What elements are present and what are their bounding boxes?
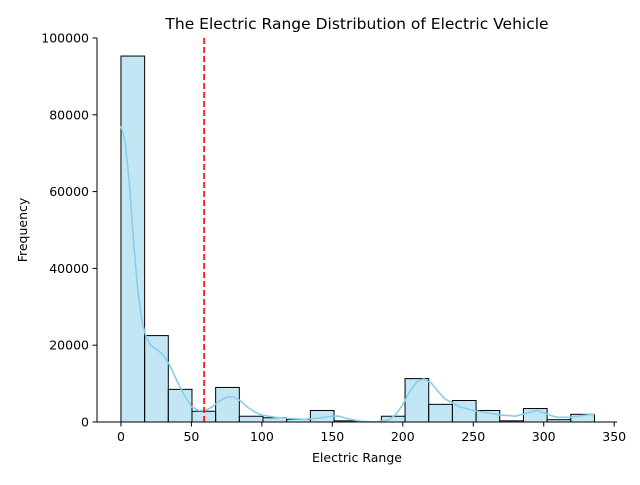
y-tick-label: 80000: [49, 107, 89, 122]
x-tick-label: 200: [391, 429, 415, 444]
chart-title: The Electric Range Distribution of Elect…: [164, 15, 548, 33]
kde-curve: [120, 126, 595, 423]
x-axis-label: Electric Range: [312, 450, 402, 465]
y-tick-label: 60000: [49, 184, 89, 199]
x-tick-label: 0: [117, 429, 125, 444]
histogram-bar: [167, 388, 193, 423]
x-tick-label: 150: [320, 429, 344, 444]
x-tick-label: 250: [461, 429, 485, 444]
y-tick-label: 0: [81, 415, 89, 430]
y-axis-label: Frequency: [15, 197, 30, 262]
x-tick-label: 300: [532, 429, 556, 444]
x-tick-label: 50: [183, 429, 199, 444]
y-ticks-group: 0 20000 40000 60000 80000 100000: [41, 31, 97, 430]
x-ticks-group: 0 50 100 150 200 250 300 350: [117, 422, 626, 444]
histogram-bar: [404, 378, 430, 423]
y-tick-label: 40000: [49, 261, 89, 276]
bars-group: [120, 55, 595, 423]
y-tick-label: 100000: [41, 31, 89, 46]
histogram-bar: [451, 399, 477, 423]
histogram-bar: [215, 386, 240, 423]
x-tick-label: 100: [250, 429, 274, 444]
histogram-bar: [428, 403, 453, 423]
histogram-bar: [238, 415, 264, 423]
y-tick-label: 20000: [49, 338, 89, 353]
x-tick-label: 350: [602, 429, 626, 444]
